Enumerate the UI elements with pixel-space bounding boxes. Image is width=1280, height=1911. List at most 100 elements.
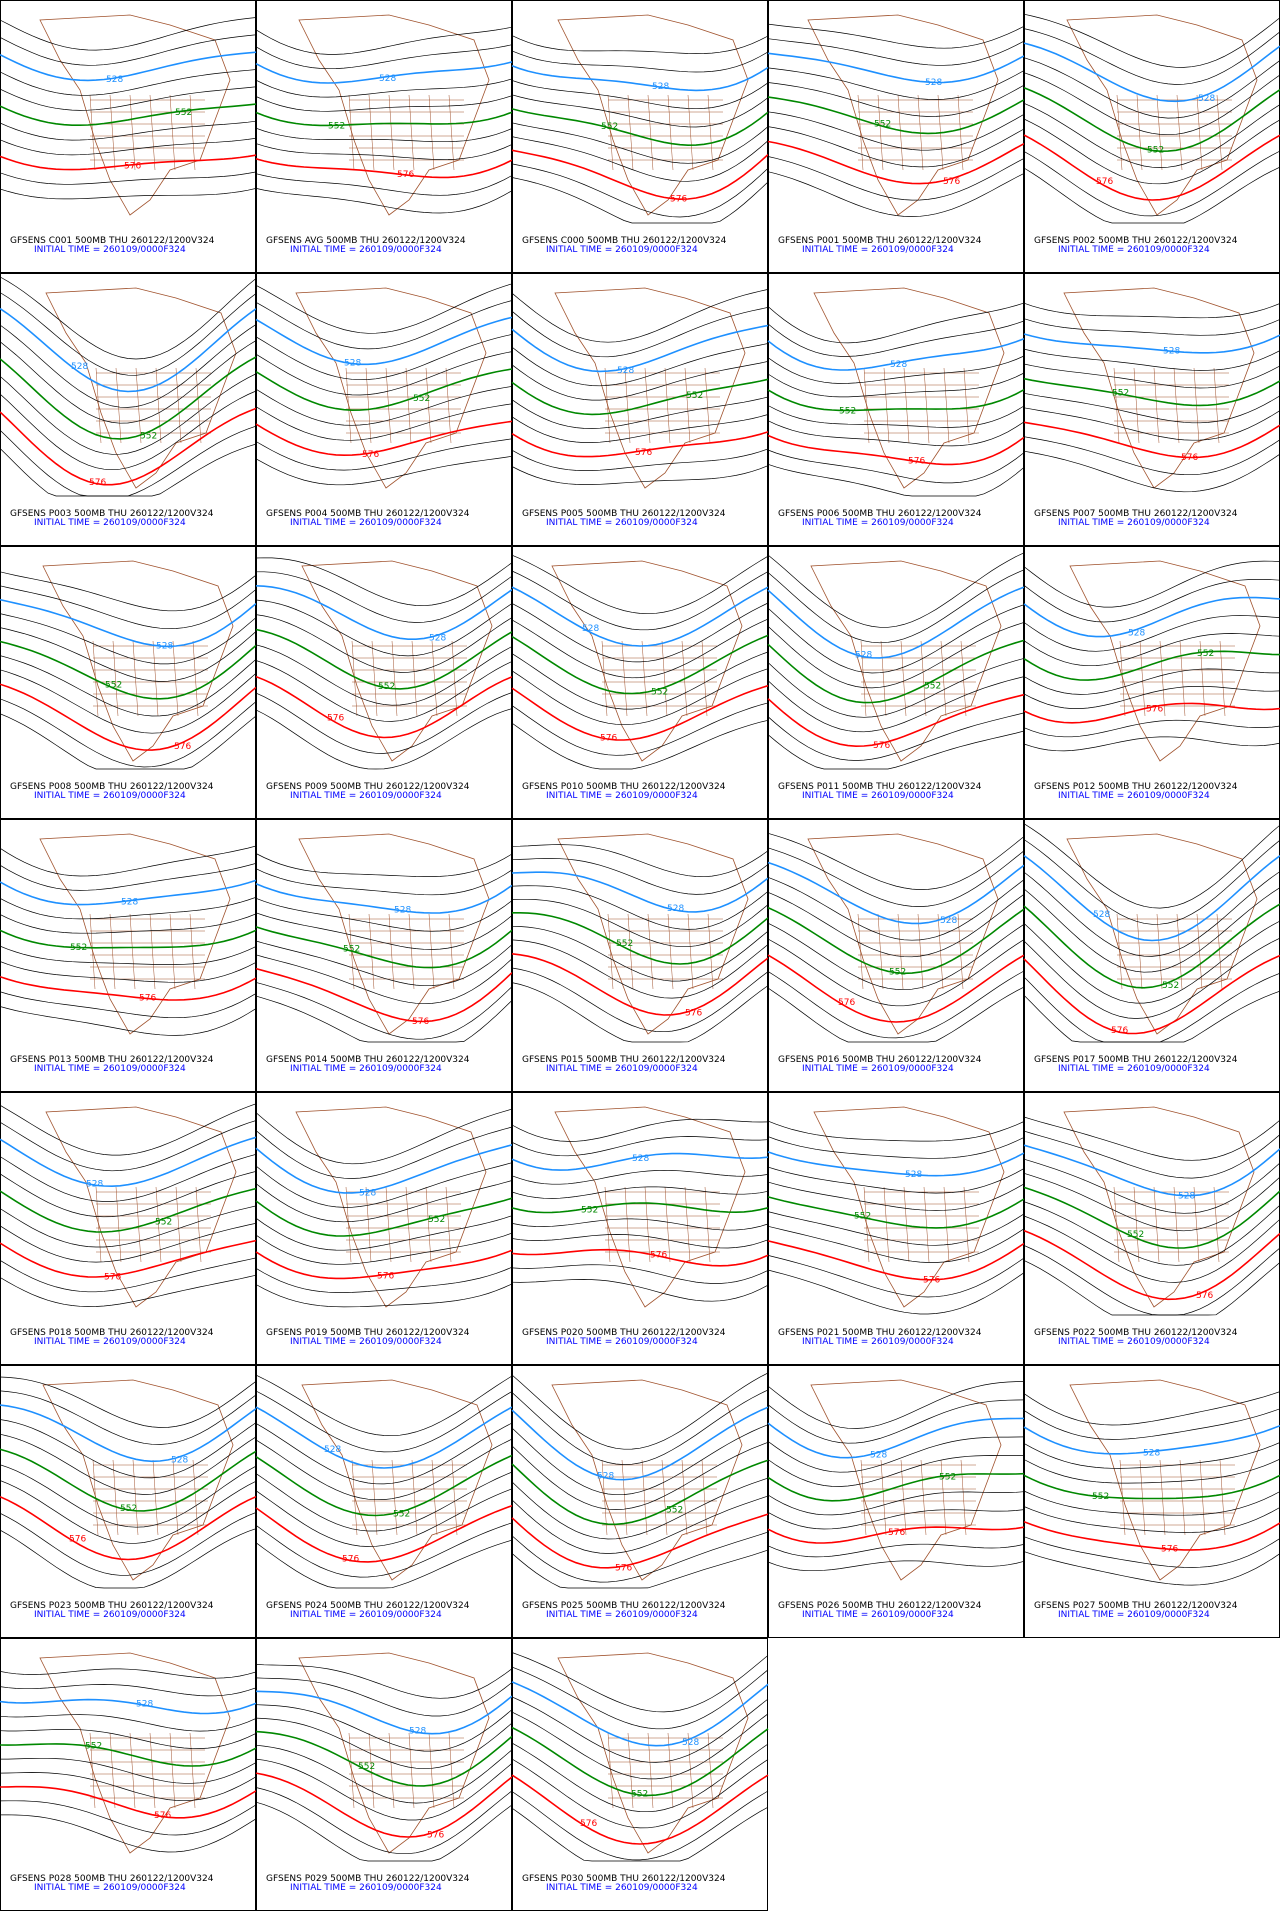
border-line xyxy=(664,367,671,444)
height-contour xyxy=(511,1152,769,1171)
contour-label: 576 xyxy=(327,713,344,723)
height-contour xyxy=(0,862,257,891)
height-contour xyxy=(511,378,769,416)
border-line xyxy=(431,640,438,717)
panel-init-time: INITIAL TIME = 260109/0000F324 xyxy=(802,518,954,528)
contour-label: 528 xyxy=(682,1738,699,1748)
contour-label: 576 xyxy=(69,1535,86,1545)
height-contour xyxy=(767,1543,1025,1558)
contour-label: 576 xyxy=(397,170,414,180)
height-contour xyxy=(511,414,769,443)
height-contour xyxy=(767,355,1025,384)
contour-label: 552 xyxy=(924,682,941,692)
height-contour xyxy=(511,1118,769,1142)
border-line xyxy=(647,913,654,990)
panel-title: GFSENS P013 500MB THU 260122/1200V324 xyxy=(10,1055,214,1065)
height-contour xyxy=(255,1215,513,1251)
panel-title: GFSENS P029 500MB THU 260122/1200V324 xyxy=(266,1874,470,1884)
panel-init-time: INITIAL TIME = 260109/0000F324 xyxy=(802,245,954,255)
height-contour xyxy=(0,154,257,171)
map-panel: 528 552 576 GFSENS P021 500MB THU 260122/12… xyxy=(767,1092,1025,1365)
height-contour xyxy=(0,292,257,376)
height-contour xyxy=(255,1717,513,1770)
height-contour xyxy=(0,356,257,440)
height-contour xyxy=(1023,57,1280,119)
border-line xyxy=(624,367,631,444)
height-contour xyxy=(255,1504,513,1563)
border-line xyxy=(903,367,910,444)
height-contour xyxy=(0,1668,257,1679)
map-panel: 528 552 576 GFSENS P017 500MB THU 260122/12… xyxy=(1023,819,1280,1092)
height-contour xyxy=(767,420,1025,447)
contour-label: 576 xyxy=(154,1811,171,1821)
height-contour xyxy=(511,668,769,726)
panel-title: GFSENS P006 500MB THU 260122/1200V324 xyxy=(778,509,982,519)
height-contour xyxy=(767,954,1025,1023)
height-contour xyxy=(0,1800,257,1836)
height-contour xyxy=(767,82,1025,117)
panel-init-time: INITIAL TIME = 260109/0000F324 xyxy=(802,1064,954,1074)
border-line xyxy=(189,1732,196,1809)
border-line xyxy=(701,640,708,717)
height-contour xyxy=(0,1006,257,1036)
height-contour xyxy=(767,861,1025,925)
panel-border xyxy=(512,1092,768,1365)
contour-label: 576 xyxy=(923,1276,940,1286)
contour-label: 528 xyxy=(86,1179,103,1189)
contour-label: 528 xyxy=(905,1170,922,1180)
border-line xyxy=(195,1186,202,1263)
contour-label: 576 xyxy=(600,734,617,744)
coastline xyxy=(810,1379,1002,1581)
border-line xyxy=(115,1186,122,1263)
height-contour xyxy=(1023,854,1280,942)
border-line xyxy=(371,1459,378,1536)
height-contour xyxy=(255,708,513,770)
height-contour xyxy=(1023,1536,1280,1568)
contour-label: 576 xyxy=(412,1017,429,1027)
panel-title: GFSENS P016 500MB THU 260122/1200V324 xyxy=(778,1055,982,1065)
panel-title: GFSENS P020 500MB THU 260122/1200V324 xyxy=(522,1328,726,1338)
contour-label: 528 xyxy=(617,366,634,376)
border-line xyxy=(425,367,432,444)
height-contour xyxy=(511,939,769,999)
height-contour xyxy=(255,1283,513,1308)
map-panel: 528 552 576 GFSENS P027 500MB THU 260122/12… xyxy=(1023,1365,1280,1638)
height-contour xyxy=(255,1471,513,1532)
panel-init-time: INITIAL TIME = 260109/0000F324 xyxy=(290,1337,442,1347)
contour-label: 552 xyxy=(120,1504,137,1514)
map-panel: 528 552 576 GFSENS P020 500MB THU 260122/12… xyxy=(511,1092,769,1365)
border-line xyxy=(405,367,412,444)
border-line xyxy=(707,1732,714,1809)
coastline xyxy=(551,1379,743,1581)
height-contour xyxy=(0,598,257,648)
height-contour xyxy=(0,1239,257,1278)
map-panel: 528 552 576 GFSENS P026 500MB THU 260122/12… xyxy=(767,1365,1025,1638)
height-contour xyxy=(255,599,513,657)
coastline xyxy=(1066,833,1258,1035)
contour-label: 576 xyxy=(580,1819,597,1829)
panel-border xyxy=(0,546,256,819)
coastline xyxy=(810,560,1002,762)
map-panel: 528 552 576 GFSENS P008 500MB THU 260122/12… xyxy=(0,546,257,819)
panel-border xyxy=(1024,1092,1280,1365)
panel-init-time: INITIAL TIME = 260109/0000F324 xyxy=(1058,245,1210,255)
panel-border xyxy=(0,0,256,273)
contour-label: 576 xyxy=(1096,177,1113,187)
contour-label: 528 xyxy=(1163,346,1180,356)
height-contour xyxy=(511,651,769,710)
height-contour xyxy=(511,1758,769,1829)
height-contour xyxy=(511,1531,769,1583)
contour-label: 576 xyxy=(1161,1544,1178,1554)
contour-label: 528 xyxy=(1128,628,1145,638)
height-contour xyxy=(0,34,257,66)
height-contour xyxy=(511,1549,769,1589)
panel-init-time: INITIAL TIME = 260109/0000F324 xyxy=(34,1883,186,1893)
contour-label: 528 xyxy=(136,1700,153,1710)
height-contour xyxy=(255,158,513,179)
height-contour xyxy=(1023,920,1280,1004)
height-contour xyxy=(767,891,1025,958)
height-contour xyxy=(767,320,1025,357)
height-contour xyxy=(767,156,1025,201)
height-contour xyxy=(1023,1201,1280,1266)
